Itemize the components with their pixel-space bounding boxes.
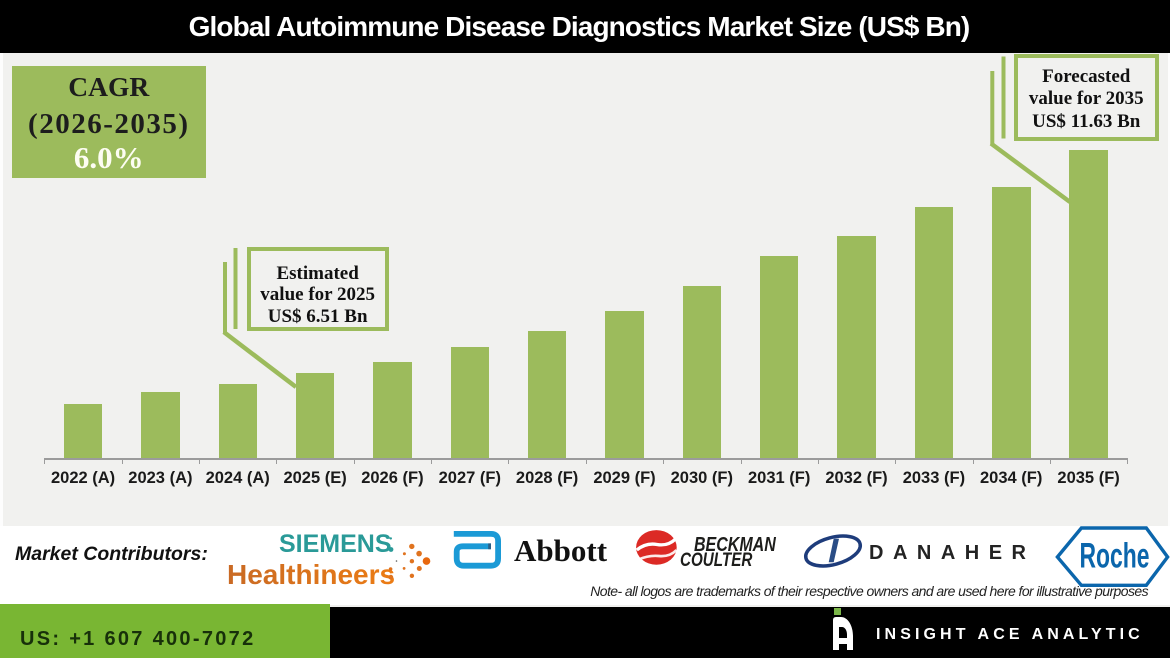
svg-text:Roche: Roche (1080, 537, 1150, 576)
